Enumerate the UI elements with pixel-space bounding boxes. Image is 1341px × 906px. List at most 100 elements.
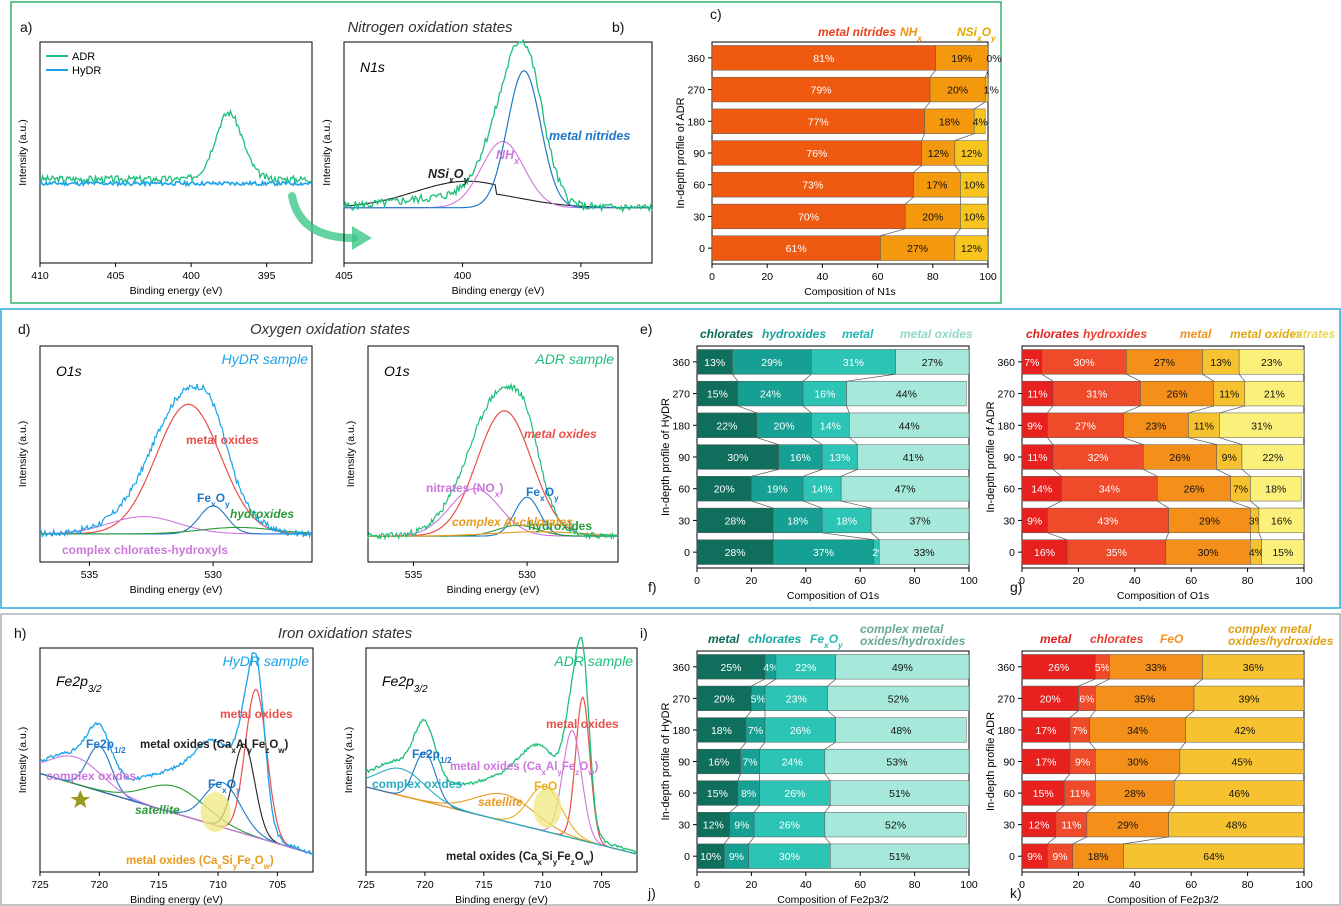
connector-line (1078, 678, 1096, 687)
data-label: 19% (767, 484, 788, 496)
y-tick-label: 90 (1003, 757, 1015, 769)
connector-line (1052, 469, 1062, 477)
data-label: 0% (986, 53, 1001, 65)
data-label: 18% (1265, 484, 1286, 496)
bar-segment (1244, 380, 1305, 407)
bar-segment (1202, 349, 1240, 375)
x-tick-label: 535 (405, 569, 423, 581)
x-axis-label: Composition of Fe2p3/2 (1107, 894, 1219, 906)
data-label: 33% (914, 547, 935, 559)
data-label: 64% (1203, 851, 1224, 863)
annotation-feo: FeO (534, 779, 557, 793)
data-label: 15% (707, 788, 728, 800)
connector-line (1216, 469, 1231, 477)
data-label: 4% (1249, 547, 1264, 559)
annotation-metal-nitrides: metal nitrides (549, 129, 630, 143)
connector-line (870, 532, 880, 541)
bar-segment (696, 349, 733, 375)
series-header-line1: complex metal (1228, 622, 1312, 636)
bar-segment (802, 380, 847, 407)
annotation-casifeo: metal oxides (CaxSiyFezOw) (446, 851, 594, 867)
bar-segment (895, 349, 970, 375)
x-tick-label: 80 (1242, 575, 1254, 587)
connector-line (1241, 469, 1251, 477)
annotation-complex-al-chlorates: complex Al-chlorates (452, 515, 573, 529)
bar-segment (1219, 412, 1305, 438)
data-label: 11% (1070, 788, 1090, 800)
bar-segment (1258, 507, 1305, 534)
connector-line (1143, 469, 1158, 477)
series-header-0: metal nitrides (818, 25, 896, 39)
section-title-oxygen: Oxygen oxidation states (250, 321, 411, 338)
data-label: 26% (779, 820, 800, 832)
connector-line (1089, 710, 1096, 718)
bar-segment (857, 444, 970, 470)
y-axis-label: Intensity (a.u.) (17, 119, 29, 186)
bar-segment (1123, 843, 1305, 869)
x-tick-label: 725 (357, 879, 375, 891)
data-label: 61% (786, 243, 807, 255)
y-axis-label: Intensity (a.u.) (17, 727, 29, 794)
panel-letter-e: e) (640, 321, 652, 337)
data-label: 44% (899, 420, 920, 432)
data-label: 4% (763, 662, 778, 674)
bar-segment (1140, 380, 1215, 407)
bar-segment (1174, 780, 1305, 806)
bar-segment (764, 685, 828, 711)
bar-segment (1021, 444, 1054, 470)
data-label: 76% (806, 148, 827, 160)
data-label: 8% (741, 788, 756, 800)
bar-chart-g: 0 20 40 60 80 100 Composition of O1s In-depth p… (985, 327, 1336, 602)
data-label: 11% (1194, 420, 1214, 432)
data-label: 48% (1226, 820, 1247, 832)
bar-segment (824, 812, 967, 838)
bar-segment (1047, 843, 1074, 869)
bar-segment (1250, 476, 1302, 502)
connector-line (811, 437, 823, 445)
annotation-metal-oxides: metal oxides (220, 707, 293, 721)
connector-line (1179, 742, 1186, 750)
bar-segment (810, 349, 896, 375)
y-tick-label: 60 (1003, 484, 1015, 496)
bar-segment (1089, 717, 1186, 743)
data-label: 30% (1074, 357, 1095, 369)
section-box-oxygen (0, 308, 1341, 609)
series-header-1: chlorates (748, 632, 802, 646)
data-label: 26% (1184, 484, 1205, 496)
bar-segment (1095, 685, 1195, 711)
y-tick-label: 60 (678, 788, 690, 800)
x-tick-label: 80 (927, 271, 939, 283)
legend-label-adr: ADR (72, 51, 95, 63)
x-tick-label: 715 (150, 879, 168, 891)
bar-segment (711, 76, 931, 103)
annotation-complex-oxides: complex oxides (372, 777, 462, 791)
data-label: 7% (748, 725, 763, 737)
bar-segment (924, 108, 975, 134)
bar-segment (1021, 685, 1079, 711)
bar-segment (696, 748, 741, 775)
connector-line (1041, 373, 1054, 382)
bar-segment (1047, 412, 1124, 438)
bar-segment (1213, 380, 1246, 407)
x-tick-label: 100 (1295, 879, 1313, 891)
y-axis-label: Intensity (a.u.) (343, 727, 355, 794)
y-tick-label: 90 (678, 452, 690, 464)
section-box-nitrogen (10, 1, 1002, 304)
annotation-fexoy: FexOy (197, 491, 230, 509)
bar-segment (696, 539, 774, 565)
series-header-1: hydroxides (1083, 327, 1147, 341)
bar-segment (711, 172, 914, 198)
spectrum-panel-d1: 535 530 Binding energy (eV) Intensity (a.u.… (17, 345, 313, 596)
data-label: 34% (1127, 725, 1148, 737)
y-tick-label: 270 (672, 389, 690, 401)
data-label: 15% (1033, 788, 1054, 800)
data-label: 26% (784, 788, 805, 800)
x-axis-label: Composition of Fe2p3/2 (777, 894, 889, 906)
x-tick-label: 60 (1185, 575, 1197, 587)
data-label: 31% (843, 357, 864, 369)
connector-line (1258, 532, 1263, 540)
connector-line (1069, 710, 1079, 718)
annotation-satellite: satellite (478, 795, 523, 809)
bar-segment (748, 843, 831, 869)
x-axis-label: Binding energy (eV) (130, 285, 223, 297)
